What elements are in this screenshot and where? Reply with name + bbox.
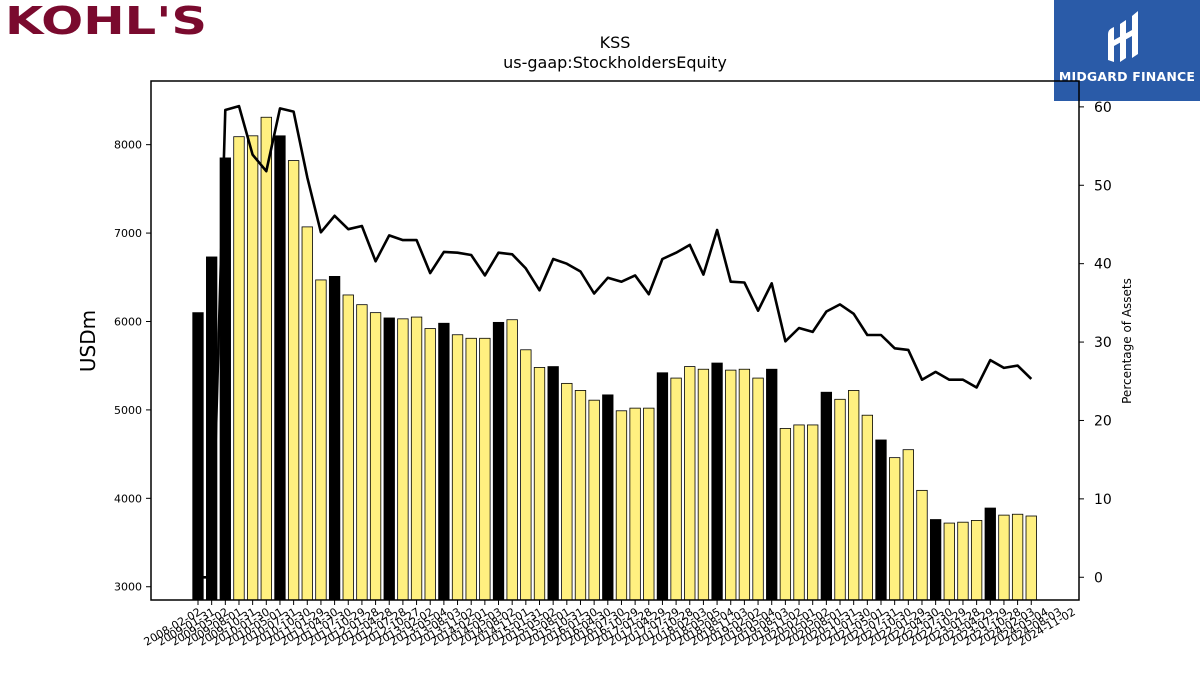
midgard-emblem-icon: [1108, 11, 1138, 62]
bar: [506, 319, 518, 601]
bar: [328, 275, 341, 601]
y2-tick-label: 30: [1094, 335, 1112, 351]
bar: [479, 337, 491, 601]
y-tick-label: 8000: [114, 139, 142, 152]
line-series: [198, 104, 1033, 579]
bar: [192, 312, 204, 601]
bar: [711, 362, 723, 601]
bar: [970, 520, 983, 601]
y-tick-label: 4000: [114, 492, 142, 505]
bar: [233, 136, 245, 601]
y2-axis-label: Percentage of Assets: [1120, 278, 1134, 404]
y-axis-left: 3000 4000 5000 6000 7000 8000: [114, 139, 151, 594]
bar: [889, 457, 901, 601]
bar: [397, 318, 409, 601]
bar: [369, 312, 382, 601]
bar: [246, 135, 259, 601]
bar: [902, 449, 914, 601]
y2-tick-label: 50: [1094, 178, 1112, 194]
bar: [602, 394, 614, 601]
bar: [807, 424, 819, 601]
chart-title: KSS: [600, 33, 631, 52]
bar: [342, 294, 354, 601]
y-tick-label: 5000: [114, 404, 142, 417]
bar: [287, 160, 300, 601]
bar: [684, 366, 696, 601]
bar: [861, 414, 873, 601]
kohls-logo: KOHL'S: [4, 0, 214, 43]
bar: [984, 507, 996, 601]
bar: [998, 514, 1010, 601]
bar: [492, 321, 505, 601]
bar: [929, 519, 942, 601]
bar: [629, 407, 641, 601]
bar: [465, 337, 477, 601]
y-tick-label: 3000: [114, 581, 142, 594]
x-axis: 2008-02-022009-01-312009-05-022009-08-01…: [142, 600, 1078, 649]
midgard-finance-text: MIDGARD FINANCE: [1058, 69, 1196, 84]
y2-tick-label: 40: [1094, 257, 1112, 273]
bar: [356, 304, 368, 601]
bar: [834, 398, 846, 601]
bar: [451, 334, 464, 601]
bar: [766, 368, 778, 601]
bar: [588, 399, 600, 601]
bar: [1025, 515, 1037, 601]
bar: [957, 521, 969, 601]
chart-subtitle: us-gaap:StockholdersEquity: [503, 53, 727, 72]
bar: [697, 368, 710, 601]
bar: [875, 439, 887, 601]
bar: [383, 317, 395, 601]
percentage-line: [198, 104, 1033, 579]
bar: [315, 279, 327, 601]
bar: [438, 322, 450, 601]
bar: [916, 489, 928, 601]
midgard-finance-logo: MIDGARD FINANCE: [1054, 0, 1200, 101]
bar: [410, 316, 423, 601]
y-tick-label: 7000: [114, 227, 142, 240]
bar: [779, 428, 792, 601]
bar: [656, 372, 669, 601]
y2-tick-label: 20: [1094, 413, 1112, 429]
bar: [615, 410, 628, 601]
bar: [301, 226, 313, 601]
bar: [533, 367, 546, 601]
y-tick-label: 6000: [114, 315, 142, 328]
bar: [1011, 513, 1024, 601]
y-axis-label: USDm: [76, 310, 100, 372]
bar: [752, 377, 764, 601]
bar-series: [192, 116, 1037, 601]
y2-tick-label: 0: [1094, 570, 1103, 586]
bar: [574, 390, 587, 601]
y2-tick-label: 60: [1094, 100, 1112, 116]
y2-tick-label: 10: [1094, 492, 1112, 508]
bar: [547, 366, 559, 601]
bar: [793, 424, 805, 601]
bar: [848, 390, 860, 601]
bar: [820, 391, 833, 601]
bar: [643, 407, 655, 601]
bar: [670, 377, 682, 601]
plot-frame: [150, 80, 1080, 601]
bar: [725, 369, 737, 601]
bar: [943, 522, 955, 601]
bar: [561, 382, 573, 601]
bar: [424, 328, 436, 601]
bar: [274, 135, 286, 601]
kohls-logo-text: KOHL'S: [5, 2, 207, 42]
y-axis-right: 0 10 20 30 40 50 60: [1079, 100, 1112, 586]
bar: [260, 116, 272, 601]
bar: [520, 349, 532, 601]
bar: [738, 368, 751, 601]
